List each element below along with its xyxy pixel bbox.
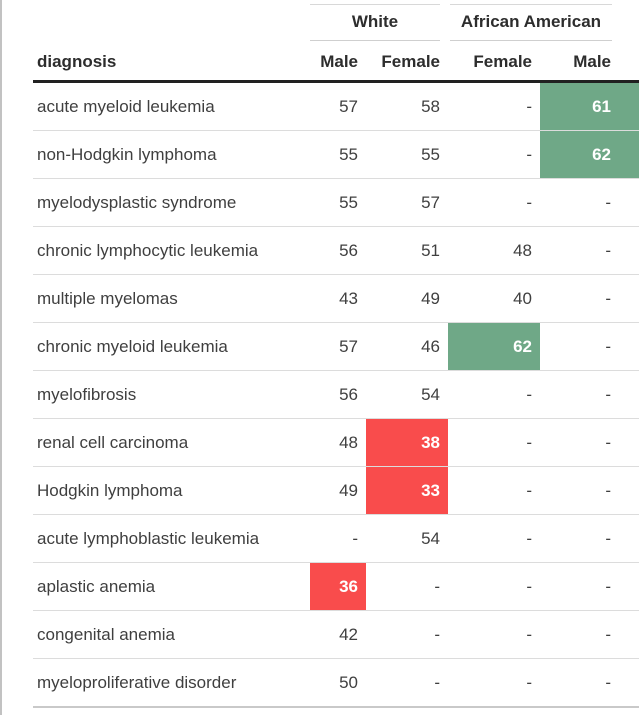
value-cell: 38 bbox=[366, 418, 448, 467]
value-cell: 48 bbox=[310, 418, 366, 467]
value-cell: - bbox=[540, 562, 639, 611]
table-row: non-Hodgkin lymphoma 55 55 - 62 bbox=[33, 130, 639, 179]
value-cell: 40 bbox=[448, 274, 540, 323]
diagnosis-cell: myelofibrosis bbox=[33, 370, 310, 419]
value-cell: 33 bbox=[366, 466, 448, 515]
value-cell: - bbox=[540, 418, 639, 467]
value-cell: - bbox=[448, 466, 540, 515]
value-cell: 49 bbox=[310, 466, 366, 515]
value-cell: 58 bbox=[366, 81, 448, 131]
value-cell: - bbox=[448, 370, 540, 419]
african-american-female-column-header: Female bbox=[448, 44, 540, 83]
value-cell: 54 bbox=[366, 370, 448, 419]
table-row: chronic myeloid leukemia 57 46 62 - bbox=[33, 322, 639, 371]
value-cell: 57 bbox=[310, 81, 366, 131]
sub-header-row: diagnosis Male Female Female Male bbox=[33, 44, 639, 83]
diagnosis-cell: congenital anemia bbox=[33, 610, 310, 659]
value-cell: 62 bbox=[448, 322, 540, 371]
value-cell: - bbox=[448, 418, 540, 467]
value-cell: 43 bbox=[310, 274, 366, 323]
diagnosis-cell: chronic myeloid leukemia bbox=[33, 322, 310, 371]
table-row: aplastic anemia 36 - - - bbox=[33, 562, 639, 611]
value-cell: - bbox=[366, 610, 448, 659]
value-cell: 61 bbox=[540, 81, 639, 131]
white-female-column-header: Female bbox=[366, 44, 448, 83]
value-cell: - bbox=[448, 178, 540, 227]
value-cell: 55 bbox=[366, 130, 448, 179]
value-cell: - bbox=[540, 226, 639, 275]
table-row: chronic lymphocytic leukemia 56 51 48 - bbox=[33, 226, 639, 275]
value-cell: - bbox=[540, 466, 639, 515]
table-row: multiple myelomas 43 49 40 - bbox=[33, 274, 639, 323]
value-cell: - bbox=[540, 610, 639, 659]
table-row: myelodysplastic syndrome 55 57 - - bbox=[33, 178, 639, 227]
value-cell: 49 bbox=[366, 274, 448, 323]
white-male-column-header: Male bbox=[310, 44, 366, 83]
value-cell: 50 bbox=[310, 658, 366, 708]
table-row: myelofibrosis 56 54 - - bbox=[33, 370, 639, 419]
diagnosis-cell: multiple myelomas bbox=[33, 274, 310, 323]
value-cell: - bbox=[540, 178, 639, 227]
diagnosis-cell: Hodgkin lymphoma bbox=[33, 466, 310, 515]
value-cell: - bbox=[448, 130, 540, 179]
diagnosis-cell: acute myeloid leukemia bbox=[33, 81, 310, 131]
table-body: acute myeloid leukemia 57 58 - 61 non-Ho… bbox=[33, 81, 639, 708]
table-row: renal cell carcinoma 48 38 - - bbox=[33, 418, 639, 467]
value-cell: - bbox=[366, 658, 448, 708]
value-cell: 46 bbox=[366, 322, 448, 371]
column-group-white-label: White bbox=[310, 3, 440, 41]
value-cell: 36 bbox=[310, 562, 366, 611]
value-cell: 62 bbox=[540, 130, 639, 179]
survival-age-table: White African American diagnosis Male Fe… bbox=[33, 0, 639, 708]
value-cell: - bbox=[448, 610, 540, 659]
value-cell: 54 bbox=[366, 514, 448, 563]
diagnosis-cell: myelodysplastic syndrome bbox=[33, 178, 310, 227]
diagnosis-cell: acute lymphoblastic leukemia bbox=[33, 514, 310, 563]
value-cell: 57 bbox=[310, 322, 366, 371]
value-cell: - bbox=[540, 274, 639, 323]
value-cell: - bbox=[310, 514, 366, 563]
group-header-spacer bbox=[33, 0, 310, 44]
value-cell: - bbox=[448, 658, 540, 708]
column-group-african-american: African American bbox=[448, 0, 639, 44]
table-row: Hodgkin lymphoma 49 33 - - bbox=[33, 466, 639, 515]
value-cell: - bbox=[448, 514, 540, 563]
value-cell: 55 bbox=[310, 130, 366, 179]
table-row: acute lymphoblastic leukemia - 54 - - bbox=[33, 514, 639, 563]
diagnosis-cell: chronic lymphocytic leukemia bbox=[33, 226, 310, 275]
value-cell: - bbox=[366, 562, 448, 611]
value-cell: 56 bbox=[310, 370, 366, 419]
value-cell: - bbox=[448, 81, 540, 131]
diagnosis-cell: non-Hodgkin lymphoma bbox=[33, 130, 310, 179]
value-cell: 57 bbox=[366, 178, 448, 227]
value-cell: - bbox=[540, 658, 639, 708]
diagnosis-cell: aplastic anemia bbox=[33, 562, 310, 611]
table-row: congenital anemia 42 - - - bbox=[33, 610, 639, 659]
column-group-white: White bbox=[310, 0, 448, 44]
african-american-male-column-header: Male bbox=[540, 44, 639, 83]
group-header-row: White African American bbox=[33, 0, 639, 44]
value-cell: 51 bbox=[366, 226, 448, 275]
table-row: acute myeloid leukemia 57 58 - 61 bbox=[33, 81, 639, 131]
value-cell: - bbox=[540, 370, 639, 419]
value-cell: 56 bbox=[310, 226, 366, 275]
table-header: White African American diagnosis Male Fe… bbox=[33, 0, 639, 83]
value-cell: 48 bbox=[448, 226, 540, 275]
value-cell: - bbox=[448, 562, 540, 611]
value-cell: 42 bbox=[310, 610, 366, 659]
column-group-african-american-label: African American bbox=[450, 3, 612, 41]
table-row: myeloproliferative disorder 50 - - - bbox=[33, 658, 639, 708]
value-cell: 55 bbox=[310, 178, 366, 227]
value-cell: - bbox=[540, 322, 639, 371]
diagnosis-cell: renal cell carcinoma bbox=[33, 418, 310, 467]
diagnosis-column-header: diagnosis bbox=[33, 44, 310, 83]
diagnosis-cell: myeloproliferative disorder bbox=[33, 658, 310, 708]
value-cell: - bbox=[540, 514, 639, 563]
